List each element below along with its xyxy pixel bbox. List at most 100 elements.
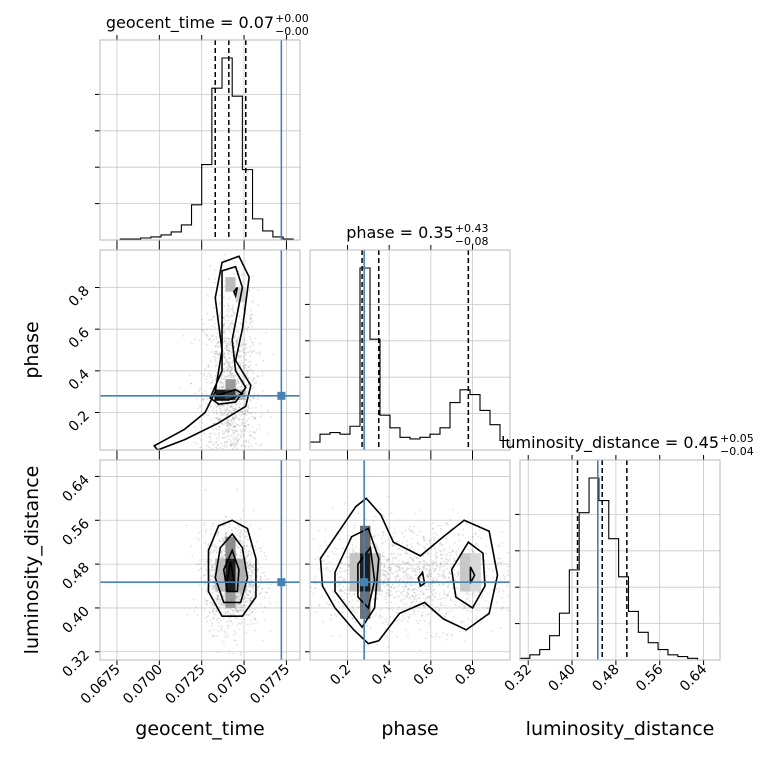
sample-point	[378, 593, 381, 595]
sample-point	[220, 380, 222, 383]
sample-point	[386, 578, 389, 580]
sample-point	[228, 362, 231, 365]
sample-point	[237, 469, 239, 471]
sample-point	[230, 412, 233, 415]
sample-point	[240, 606, 243, 609]
sample-point	[246, 375, 249, 378]
sample-point	[396, 570, 399, 572]
sample-point	[507, 565, 510, 568]
sample-point	[244, 469, 246, 471]
sample-point	[329, 570, 331, 573]
sample-point	[245, 339, 248, 342]
sample-point	[242, 356, 245, 359]
sample-point	[484, 571, 487, 574]
sample-point	[250, 596, 253, 598]
sample-point	[250, 599, 253, 602]
sample-point	[231, 511, 233, 513]
sample-point	[221, 378, 224, 381]
sample-point	[209, 373, 212, 376]
sample-point	[382, 583, 385, 586]
sample-point	[253, 608, 256, 611]
sample-point	[497, 557, 500, 560]
sample-point	[223, 592, 226, 595]
sample-point	[506, 551, 509, 554]
sample-point	[302, 567, 304, 569]
sample-point	[428, 539, 431, 542]
sample-point	[393, 562, 396, 565]
sample-point	[236, 447, 239, 450]
sample-point	[402, 590, 405, 593]
sample-point	[240, 593, 243, 595]
sample-point	[517, 583, 519, 585]
sample-point	[224, 597, 226, 600]
sample-point	[372, 535, 374, 538]
sample-point	[214, 350, 217, 353]
sample-point	[242, 604, 245, 607]
sample-point	[229, 367, 232, 369]
y-axis-label-phase: phase	[21, 321, 43, 378]
sample-point	[222, 330, 225, 333]
sample-point	[239, 591, 242, 593]
sample-point	[209, 432, 212, 435]
sample-point	[410, 576, 412, 578]
sample-point	[233, 453, 235, 455]
sample-point	[239, 428, 242, 431]
sample-point	[250, 599, 252, 602]
sample-point	[236, 604, 238, 606]
density-cell	[215, 558, 226, 592]
sample-point	[442, 570, 444, 573]
sample-point	[212, 443, 215, 446]
sample-point	[252, 509, 255, 512]
sample-point	[417, 610, 420, 613]
sample-point	[351, 606, 354, 609]
sample-point	[473, 551, 475, 553]
sample-point	[226, 624, 229, 627]
sample-point	[480, 621, 483, 624]
sample-point	[408, 615, 411, 618]
sample-point	[257, 467, 259, 469]
sample-point	[242, 428, 244, 431]
sample-point	[387, 607, 390, 610]
sample-point	[250, 575, 253, 578]
sample-point	[244, 343, 246, 346]
sample-point	[248, 323, 251, 325]
sample-point	[231, 492, 233, 494]
sample-point	[435, 632, 438, 635]
sample-point	[408, 525, 411, 528]
sample-point	[237, 610, 239, 613]
sample-point	[478, 603, 480, 606]
sample-point	[397, 547, 400, 550]
sample-point	[235, 444, 237, 447]
sample-point	[218, 419, 220, 422]
sample-point	[253, 378, 256, 380]
sample-point	[212, 585, 215, 588]
panel-content-phase-luminosity_distance	[302, 495, 519, 652]
sample-point	[224, 377, 227, 380]
sample-point	[387, 558, 389, 561]
sample-point	[249, 563, 252, 566]
sample-point	[209, 571, 212, 574]
sample-point	[242, 609, 245, 611]
sample-point	[414, 567, 416, 570]
sample-point	[241, 413, 244, 415]
sample-point	[335, 553, 338, 556]
sample-point	[246, 555, 248, 557]
sample-point	[398, 566, 400, 568]
sample-point	[223, 630, 226, 633]
sample-point	[211, 584, 213, 587]
sample-point	[412, 589, 415, 591]
sample-point	[351, 617, 354, 620]
sample-point	[226, 472, 228, 474]
sample-point	[243, 445, 246, 447]
sample-point	[420, 590, 423, 593]
sample-point	[208, 318, 211, 321]
sample-point	[220, 417, 223, 420]
sample-point	[227, 362, 230, 365]
sample-point	[428, 584, 431, 587]
sample-point	[241, 376, 244, 379]
sample-point	[243, 368, 245, 370]
density-cell	[360, 553, 371, 592]
sample-point	[237, 546, 240, 549]
sample-point	[218, 480, 220, 482]
sample-point	[250, 583, 253, 586]
